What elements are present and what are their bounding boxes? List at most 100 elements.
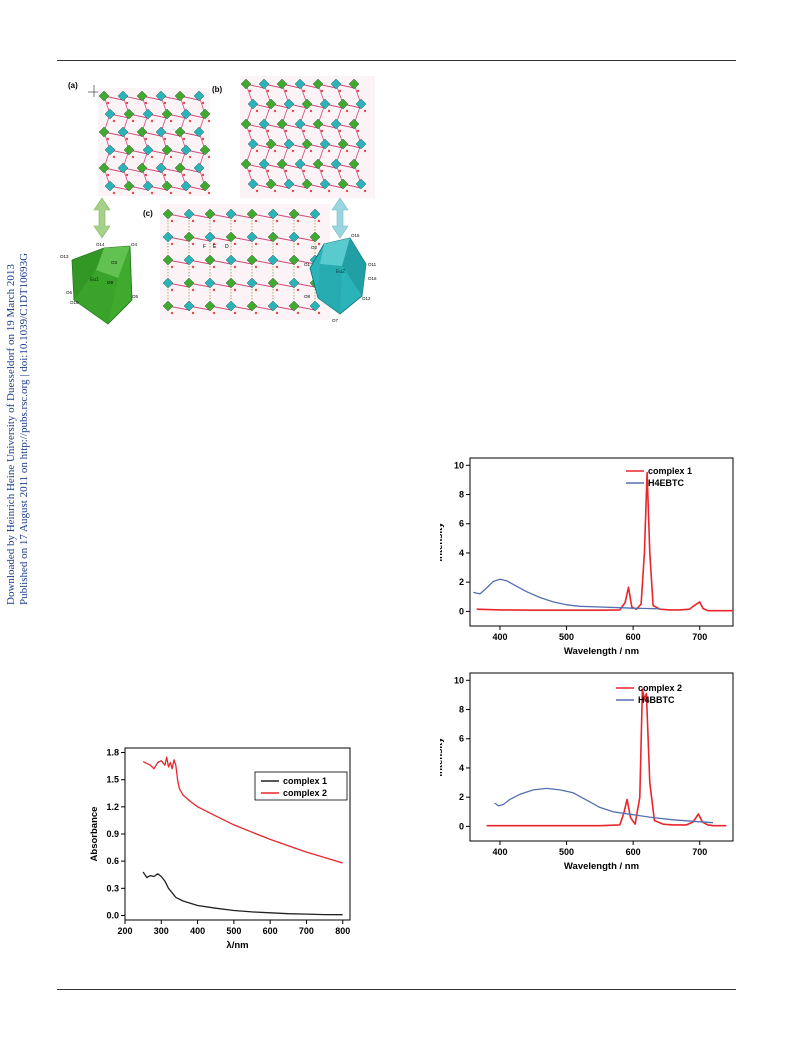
eu1-node bbox=[276, 158, 288, 170]
atom-label-o5: O5 bbox=[132, 294, 139, 299]
legend-label: H4EBTC bbox=[648, 478, 685, 488]
oxygen-atom bbox=[363, 149, 367, 153]
footer-rule bbox=[57, 989, 736, 990]
y-tick-label: 10 bbox=[454, 460, 464, 470]
eu1-node bbox=[309, 231, 321, 243]
oxygen-atom bbox=[275, 265, 279, 269]
eu2-polyhedron: Eu2 O15 O2 O1 O11 O16 O8 O7 O12 bbox=[304, 233, 377, 323]
oxygen-atom bbox=[182, 101, 186, 105]
oxygen-atom bbox=[320, 129, 324, 133]
eu1-node bbox=[276, 118, 288, 130]
eu2-node bbox=[225, 300, 237, 312]
oxygen-atom bbox=[212, 311, 216, 315]
eu1-node bbox=[265, 98, 277, 110]
eu2-node bbox=[267, 208, 279, 220]
eu1-node bbox=[337, 138, 349, 150]
x-tick-label: 400 bbox=[492, 632, 507, 642]
eu2-node bbox=[246, 231, 258, 243]
atom-label-o13: O13 bbox=[60, 254, 69, 259]
y-axis-label: Intensity bbox=[440, 737, 445, 777]
eu2-node bbox=[319, 178, 331, 190]
oxygen-atom bbox=[233, 265, 237, 269]
eu1-node bbox=[301, 98, 313, 110]
eu2-node bbox=[283, 138, 295, 150]
x-tick-label: 400 bbox=[190, 926, 205, 936]
eu1-node bbox=[161, 180, 173, 192]
oxygen-atom bbox=[170, 242, 174, 246]
oxygen-atom bbox=[255, 189, 259, 193]
y-tick-label: 4 bbox=[459, 763, 464, 773]
oxygen-atom bbox=[302, 129, 306, 133]
eu2-node bbox=[258, 78, 270, 90]
atom-label-o8: O8 bbox=[304, 294, 311, 299]
eu2-node bbox=[294, 118, 306, 130]
packing-background-a bbox=[98, 88, 210, 196]
panel-label-c: (c) bbox=[143, 209, 153, 218]
atom-label-o10: O10 bbox=[70, 300, 79, 305]
oxygen-atom bbox=[191, 265, 195, 269]
oxygen-atom bbox=[255, 149, 259, 153]
eu2-node bbox=[180, 108, 192, 120]
eu1-node bbox=[348, 118, 360, 130]
eu1-node bbox=[288, 300, 300, 312]
y-tick-label: 10 bbox=[454, 675, 464, 685]
oxygen-atom bbox=[207, 155, 211, 159]
eu2-node bbox=[162, 277, 174, 289]
emission-chart-2: 400 500 600 700 0 2 4 6 8 10 Wavelength / nm Intens… bbox=[440, 672, 734, 872]
eu2-node bbox=[225, 254, 237, 266]
oxygen-atom bbox=[233, 311, 237, 315]
eu1-node bbox=[267, 231, 279, 243]
oxygen-atom bbox=[284, 169, 288, 173]
atom-label-o11: O11 bbox=[368, 262, 377, 267]
eu1-node bbox=[199, 180, 211, 192]
oxygen-atom bbox=[254, 265, 258, 269]
series-line-h4ebtc bbox=[473, 578, 660, 610]
oxygen-atom bbox=[273, 189, 277, 193]
oxygen-atom bbox=[170, 311, 174, 315]
legend-label: complex 2 bbox=[283, 788, 327, 798]
oxygen-atom bbox=[144, 101, 148, 105]
oxygen-atom bbox=[266, 89, 270, 93]
eu1-node bbox=[204, 208, 216, 220]
panel-label-a: (a) bbox=[68, 81, 78, 90]
eu2-node bbox=[294, 78, 306, 90]
eu2-node bbox=[155, 162, 167, 174]
oxygen-atom bbox=[201, 137, 205, 141]
eu1-node bbox=[312, 118, 324, 130]
oxygen-atom bbox=[320, 169, 324, 173]
eu2-node bbox=[247, 178, 259, 190]
x-axis-label: Wavelength / nm bbox=[564, 646, 639, 657]
green-double-arrow bbox=[93, 197, 111, 239]
eu2-node bbox=[142, 180, 154, 192]
atom-label-o15: O15 bbox=[351, 233, 360, 238]
series-line-complex-2 bbox=[486, 688, 727, 827]
oxygen-atom bbox=[131, 119, 135, 123]
oxygen-atom bbox=[106, 101, 110, 105]
eu1-node bbox=[98, 90, 110, 102]
eu2-node bbox=[180, 144, 192, 156]
eu1-node bbox=[174, 90, 186, 102]
oxygen-atom bbox=[191, 288, 195, 292]
eu1-node bbox=[225, 231, 237, 243]
eu2-node bbox=[355, 138, 367, 150]
eu2-node bbox=[319, 98, 331, 110]
packing-nodes-a bbox=[98, 90, 211, 195]
eu2-node bbox=[193, 90, 205, 102]
series-line-complex-1 bbox=[142, 871, 343, 916]
eu1-node bbox=[183, 277, 195, 289]
oxygen-atom bbox=[191, 311, 195, 315]
oxygen-atom bbox=[302, 89, 306, 93]
oxygen-atom bbox=[212, 242, 216, 246]
eu2-node bbox=[183, 300, 195, 312]
eu1-node bbox=[136, 126, 148, 138]
oxygen-atom bbox=[266, 169, 270, 173]
oxygen-atom bbox=[296, 242, 300, 246]
packing-panel-b: (b) bbox=[212, 76, 375, 198]
oxygen-atom bbox=[144, 173, 148, 177]
oxygen-atom bbox=[338, 129, 342, 133]
y-tick-label: 1.2 bbox=[106, 802, 119, 812]
panel-label-b: (b) bbox=[212, 85, 223, 94]
eu2-node bbox=[355, 98, 367, 110]
eu1-node bbox=[337, 98, 349, 110]
x-tick-label: 200 bbox=[117, 926, 132, 936]
